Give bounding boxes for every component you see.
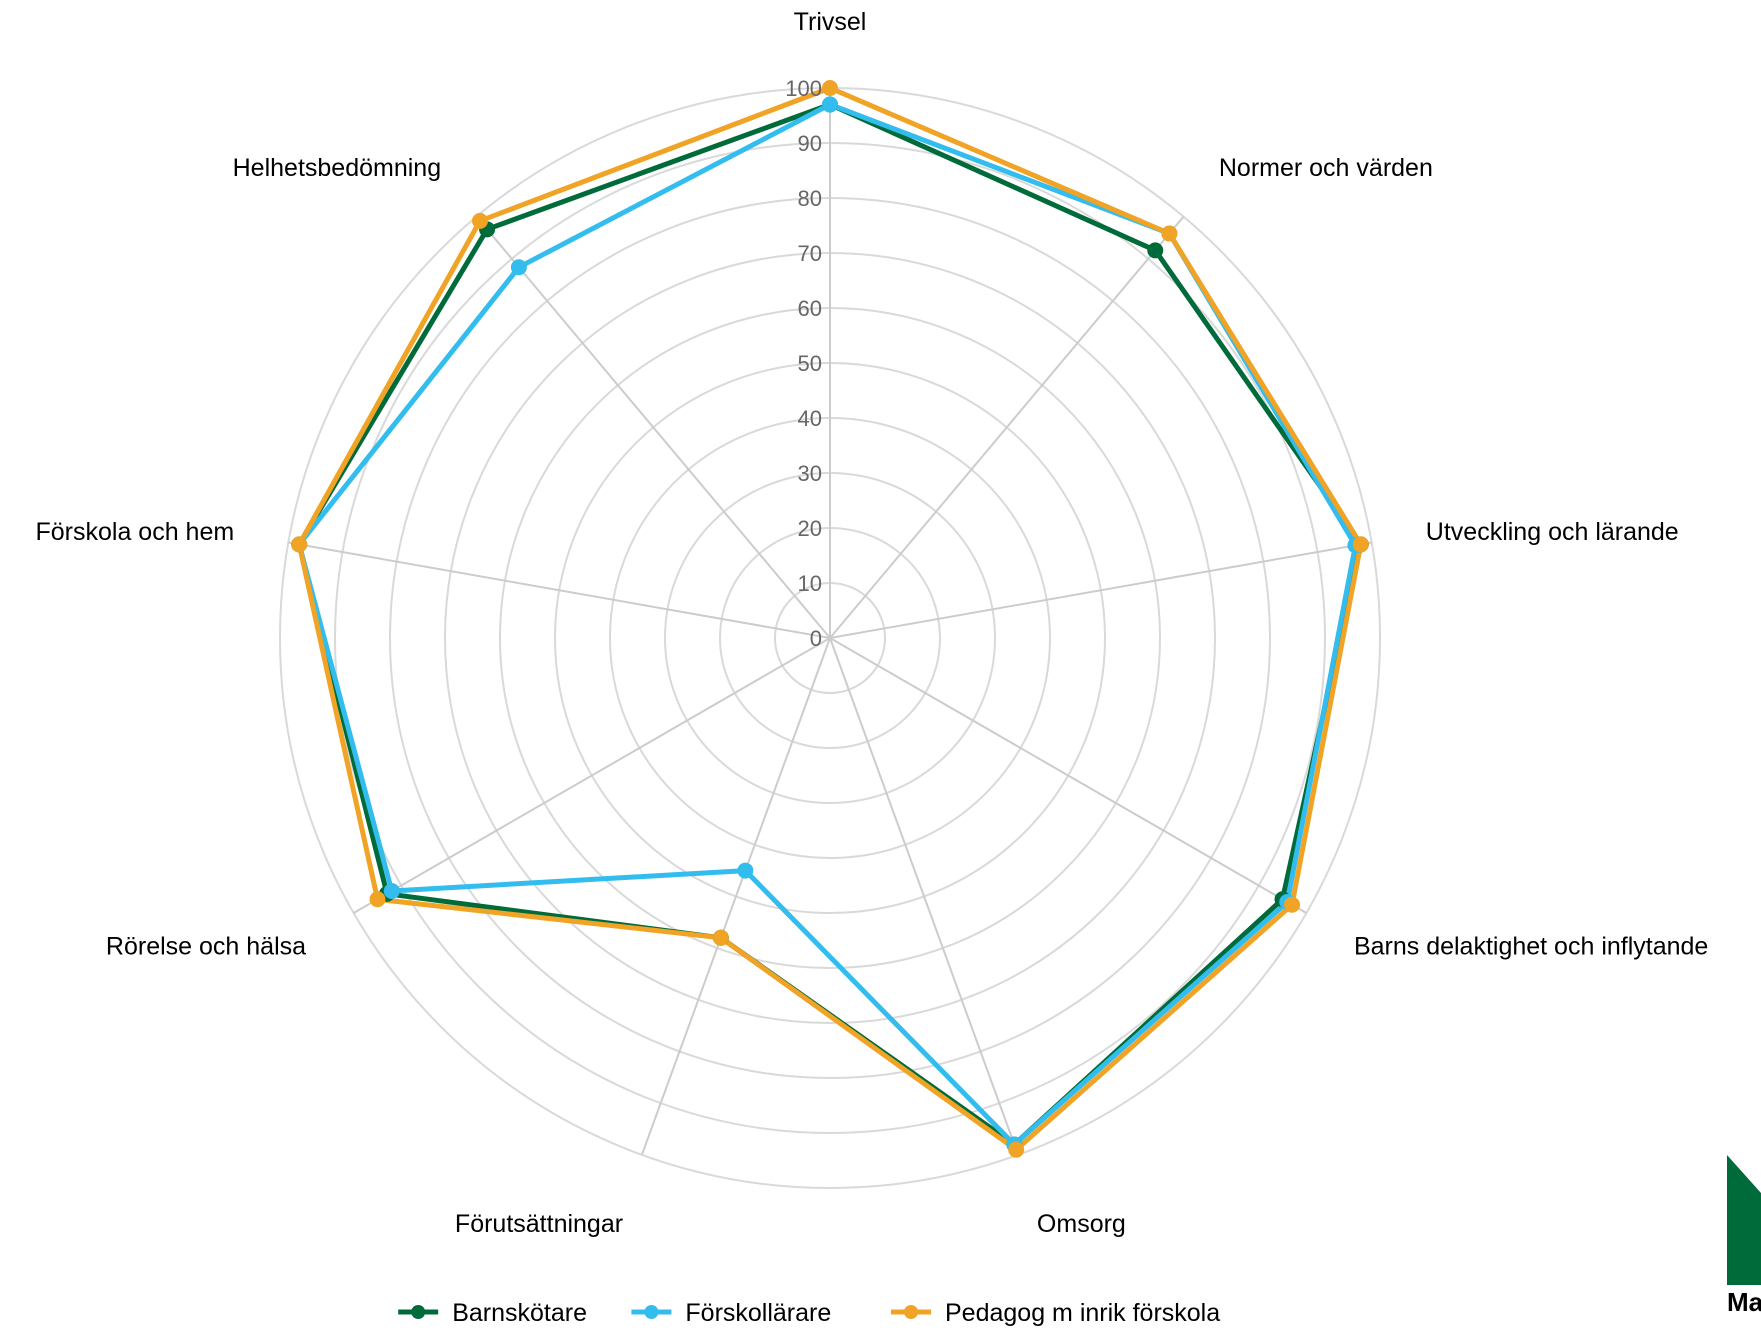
logo-shape bbox=[1727, 1155, 1761, 1285]
spoke-line bbox=[288, 541, 831, 639]
axis-label: Trivsel bbox=[794, 8, 867, 36]
legend-label: Barnskötare bbox=[452, 1299, 587, 1327]
spoke-line bbox=[829, 216, 1185, 639]
tick-label: 20 bbox=[798, 516, 822, 541]
axis-label: Förutsättningar bbox=[455, 1210, 623, 1238]
axis-label: Förskola och hem bbox=[35, 518, 234, 546]
series-lines bbox=[296, 85, 1364, 1153]
axis-label: Barns delaktighet och inflytande bbox=[1354, 933, 1708, 961]
tick-label: 70 bbox=[798, 241, 822, 266]
tick-label: 50 bbox=[798, 351, 822, 376]
legend-swatch-marker bbox=[904, 1305, 918, 1319]
brand-logo: Ma bbox=[1727, 1155, 1761, 1315]
spoke-line bbox=[829, 541, 1372, 639]
data-point bbox=[291, 536, 308, 553]
data-point bbox=[822, 80, 838, 96]
spoke-line bbox=[829, 637, 1020, 1156]
spoke-line bbox=[353, 637, 831, 914]
tick-label: 30 bbox=[798, 461, 822, 486]
series-points bbox=[291, 80, 1369, 1158]
series-line-2 bbox=[296, 85, 1364, 1153]
tick-label: 100 bbox=[785, 76, 822, 101]
tick-label: 60 bbox=[798, 296, 822, 321]
data-point bbox=[510, 259, 527, 276]
legend-swatch-marker bbox=[411, 1305, 426, 1319]
data-point bbox=[737, 862, 754, 879]
axis-labels: Trivsel Normer och värden Utveckling och l… bbox=[35, 8, 1708, 1238]
data-point bbox=[1008, 1141, 1025, 1158]
tick-label: 0 bbox=[810, 626, 822, 651]
data-point bbox=[1147, 242, 1164, 259]
data-point bbox=[822, 96, 838, 113]
axis-label: Omsorg bbox=[1037, 1210, 1126, 1238]
legend-label: Pedagog m inrik förskola bbox=[945, 1299, 1220, 1327]
axis-label: Rörelse och hälsa bbox=[106, 933, 306, 961]
data-point bbox=[1284, 896, 1301, 913]
tick-label: 10 bbox=[798, 571, 822, 596]
data-point bbox=[472, 212, 489, 229]
data-point bbox=[712, 929, 729, 946]
axis-label: Utveckling och lärande bbox=[1426, 518, 1679, 546]
spoke-line bbox=[475, 216, 831, 639]
logo-text: Ma bbox=[1727, 1287, 1761, 1315]
data-point bbox=[1161, 225, 1178, 242]
legend-label: Förskollärare bbox=[685, 1299, 831, 1327]
data-point bbox=[383, 883, 400, 899]
data-point bbox=[369, 891, 386, 908]
axis-label: Helhetsbedömning bbox=[233, 154, 441, 182]
tick-label: 80 bbox=[798, 186, 822, 211]
radar-spokes bbox=[288, 88, 1372, 1156]
legend-swatch-marker bbox=[644, 1305, 659, 1319]
series-line-1 bbox=[296, 102, 1358, 1147]
radial-tick-labels: 0 10 20 30 40 50 60 70 80 90 100 bbox=[785, 76, 822, 651]
data-point bbox=[1352, 536, 1369, 553]
tick-label: 40 bbox=[798, 406, 822, 431]
spoke-line bbox=[640, 637, 831, 1156]
legend: Barnskötare Förskollärare Pedagog m inrik … bbox=[398, 1299, 1220, 1327]
spoke-line bbox=[829, 637, 1307, 914]
axis-label: Normer och värden bbox=[1219, 154, 1433, 182]
tick-label: 90 bbox=[798, 131, 822, 156]
